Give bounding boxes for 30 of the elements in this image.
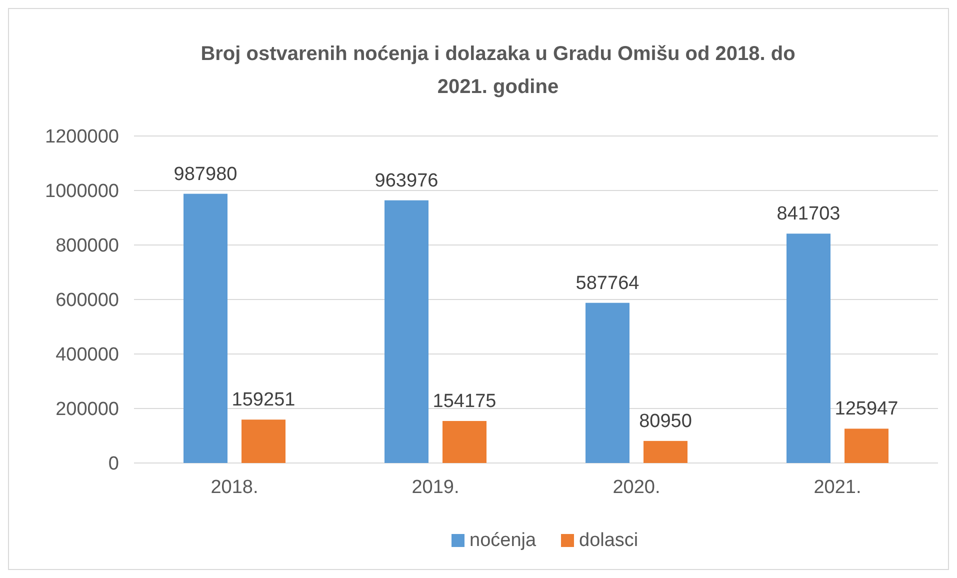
data-label: 963976 <box>374 170 438 192</box>
data-label: 987980 <box>174 164 238 185</box>
bar <box>442 420 486 463</box>
x-tick-label: 2020. <box>612 477 660 498</box>
data-label: 125947 <box>834 398 898 420</box>
legend-label: dolasci <box>579 530 638 551</box>
data-label: 841703 <box>776 204 840 225</box>
data-label: 587764 <box>576 272 640 294</box>
y-tick-label: 1000000 <box>45 181 119 202</box>
data-label: 159251 <box>232 390 296 411</box>
y-tick-label: 200000 <box>56 399 119 420</box>
y-tick-label: 0 <box>108 454 119 475</box>
x-tick-label: 2019. <box>412 477 460 498</box>
bar <box>384 200 428 463</box>
data-label: 154175 <box>432 390 496 412</box>
bar <box>644 440 688 463</box>
legend-label: noćenja <box>470 530 536 551</box>
y-tick-label: 1200000 <box>45 126 119 148</box>
bar <box>242 420 286 463</box>
bar <box>184 194 228 463</box>
bar <box>786 234 830 463</box>
x-tick-label: 2018. <box>210 477 258 498</box>
x-tick-label: 2021. <box>814 477 862 498</box>
bar <box>844 428 888 463</box>
y-tick-label: 800000 <box>56 236 119 257</box>
chart-title: Broj ostvarenih noćenja i dolazaka u Gradu Omišu od 2018. do 2021. godine <box>200 43 796 98</box>
y-tick-label: 600000 <box>56 290 119 312</box>
bar <box>586 302 630 463</box>
data-label: 80950 <box>639 410 692 432</box>
y-tick-label: 400000 <box>56 344 119 366</box>
